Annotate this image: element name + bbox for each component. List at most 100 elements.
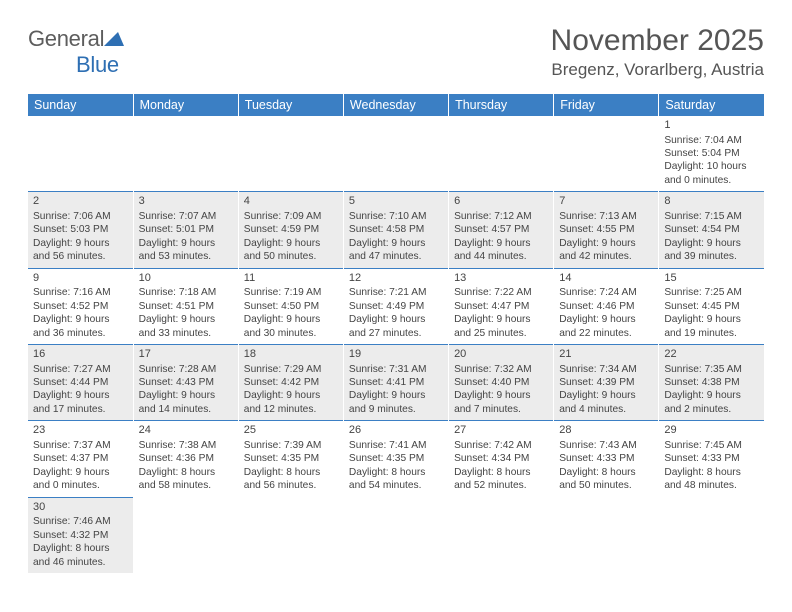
cell-detail-line: Sunrise: 7:16 AM xyxy=(33,286,128,299)
calendar-cell xyxy=(449,116,554,192)
cell-detail-line: Daylight: 8 hours xyxy=(559,466,653,479)
cell-detail-line: Sunrise: 7:38 AM xyxy=(139,439,233,452)
day-number: 26 xyxy=(349,423,443,438)
calendar-cell: 3Sunrise: 7:07 AMSunset: 5:01 PMDaylight… xyxy=(133,192,238,268)
cell-detail-line: Sunset: 4:54 PM xyxy=(664,223,759,236)
calendar-cell xyxy=(238,116,343,192)
cell-detail-line: Sunset: 4:40 PM xyxy=(454,376,548,389)
cell-detail-line: Sunrise: 7:39 AM xyxy=(244,439,338,452)
calendar-cell: 19Sunrise: 7:31 AMSunset: 4:41 PMDayligh… xyxy=(343,344,448,420)
cell-detail-line: and 44 minutes. xyxy=(454,250,548,263)
day-number: 20 xyxy=(454,347,548,362)
cell-detail-line: Sunrise: 7:06 AM xyxy=(33,210,128,223)
calendar-cell xyxy=(343,116,448,192)
cell-detail-line: and 39 minutes. xyxy=(664,250,759,263)
cell-detail-line: Daylight: 9 hours xyxy=(349,389,443,402)
cell-detail-line: Sunrise: 7:35 AM xyxy=(664,363,759,376)
cell-detail-line: Daylight: 8 hours xyxy=(664,466,759,479)
calendar-cell: 1Sunrise: 7:04 AMSunset: 5:04 PMDaylight… xyxy=(659,116,764,192)
location: Bregenz, Vorarlberg, Austria xyxy=(551,60,764,80)
cell-detail-line: Sunset: 4:44 PM xyxy=(33,376,128,389)
cell-detail-line: Sunset: 4:49 PM xyxy=(349,300,443,313)
calendar-cell: 25Sunrise: 7:39 AMSunset: 4:35 PMDayligh… xyxy=(238,421,343,497)
cell-detail-line: Sunset: 4:37 PM xyxy=(33,452,128,465)
cell-detail-line: and 50 minutes. xyxy=(244,250,338,263)
day-number: 6 xyxy=(454,194,548,209)
day-number: 11 xyxy=(244,271,338,286)
cell-detail-line: Daylight: 9 hours xyxy=(559,313,653,326)
cell-detail-line: Daylight: 8 hours xyxy=(454,466,548,479)
calendar-cell: 18Sunrise: 7:29 AMSunset: 4:42 PMDayligh… xyxy=(238,344,343,420)
cell-detail-line: and 4 minutes. xyxy=(559,403,653,416)
calendar-cell xyxy=(449,497,554,573)
title-block: November 2025 Bregenz, Vorarlberg, Austr… xyxy=(551,24,764,80)
calendar-cell xyxy=(554,116,659,192)
cell-detail-line: and 14 minutes. xyxy=(139,403,233,416)
cell-detail-line: Sunrise: 7:13 AM xyxy=(559,210,653,223)
page-header: General Blue November 2025 Bregenz, Vora… xyxy=(28,24,764,80)
cell-detail-line: Sunset: 4:58 PM xyxy=(349,223,443,236)
calendar-cell: 20Sunrise: 7:32 AMSunset: 4:40 PMDayligh… xyxy=(449,344,554,420)
cell-detail-line: Daylight: 9 hours xyxy=(139,237,233,250)
cell-detail-line: Sunrise: 7:41 AM xyxy=(349,439,443,452)
calendar-week-row: 2Sunrise: 7:06 AMSunset: 5:03 PMDaylight… xyxy=(28,192,764,268)
calendar-week-row: 16Sunrise: 7:27 AMSunset: 4:44 PMDayligh… xyxy=(28,344,764,420)
cell-detail-line: Sunset: 4:35 PM xyxy=(349,452,443,465)
cell-detail-line: Sunrise: 7:29 AM xyxy=(244,363,338,376)
cell-detail-line: Sunset: 4:42 PM xyxy=(244,376,338,389)
cell-detail-line: Sunset: 4:45 PM xyxy=(664,300,759,313)
day-number: 25 xyxy=(244,423,338,438)
day-number: 14 xyxy=(559,271,653,286)
day-number: 28 xyxy=(559,423,653,438)
cell-detail-line: and 52 minutes. xyxy=(454,479,548,492)
logo-text: General Blue xyxy=(28,26,124,78)
cell-detail-line: Daylight: 9 hours xyxy=(33,389,128,402)
calendar-week-row: 30Sunrise: 7:46 AMSunset: 4:32 PMDayligh… xyxy=(28,497,764,573)
day-number: 16 xyxy=(33,347,128,362)
calendar-header-row: SundayMondayTuesdayWednesdayThursdayFrid… xyxy=(28,94,764,116)
cell-detail-line: Daylight: 9 hours xyxy=(33,313,128,326)
day-number: 24 xyxy=(139,423,233,438)
cell-detail-line: Sunrise: 7:10 AM xyxy=(349,210,443,223)
cell-detail-line: Sunrise: 7:25 AM xyxy=(664,286,759,299)
cell-detail-line: Sunset: 4:36 PM xyxy=(139,452,233,465)
day-number: 8 xyxy=(664,194,759,209)
calendar-week-row: 23Sunrise: 7:37 AMSunset: 4:37 PMDayligh… xyxy=(28,421,764,497)
day-number: 10 xyxy=(139,271,233,286)
cell-detail-line: Sunset: 4:50 PM xyxy=(244,300,338,313)
day-number: 21 xyxy=(559,347,653,362)
cell-detail-line: and 0 minutes. xyxy=(33,479,128,492)
cell-detail-line: Sunrise: 7:07 AM xyxy=(139,210,233,223)
cell-detail-line: Sunset: 4:32 PM xyxy=(33,529,128,542)
cell-detail-line: Daylight: 8 hours xyxy=(244,466,338,479)
day-number: 5 xyxy=(349,194,443,209)
cell-detail-line: Daylight: 9 hours xyxy=(454,237,548,250)
cell-detail-line: and 30 minutes. xyxy=(244,327,338,340)
calendar-cell: 16Sunrise: 7:27 AMSunset: 4:44 PMDayligh… xyxy=(28,344,133,420)
cell-detail-line: Sunrise: 7:46 AM xyxy=(33,515,128,528)
cell-detail-line: Daylight: 9 hours xyxy=(559,237,653,250)
cell-detail-line: Sunset: 4:34 PM xyxy=(454,452,548,465)
calendar-week-row: 1Sunrise: 7:04 AMSunset: 5:04 PMDaylight… xyxy=(28,116,764,192)
calendar-cell xyxy=(343,497,448,573)
calendar-cell: 28Sunrise: 7:43 AMSunset: 4:33 PMDayligh… xyxy=(554,421,659,497)
cell-detail-line: Sunset: 4:52 PM xyxy=(33,300,128,313)
calendar-cell: 23Sunrise: 7:37 AMSunset: 4:37 PMDayligh… xyxy=(28,421,133,497)
calendar-cell: 26Sunrise: 7:41 AMSunset: 4:35 PMDayligh… xyxy=(343,421,448,497)
cell-detail-line: and 12 minutes. xyxy=(244,403,338,416)
cell-detail-line: Sunrise: 7:31 AM xyxy=(349,363,443,376)
cell-detail-line: Daylight: 9 hours xyxy=(244,237,338,250)
day-header: Saturday xyxy=(659,94,764,116)
day-header: Friday xyxy=(554,94,659,116)
calendar-cell: 10Sunrise: 7:18 AMSunset: 4:51 PMDayligh… xyxy=(133,268,238,344)
cell-detail-line: Sunrise: 7:24 AM xyxy=(559,286,653,299)
cell-detail-line: Sunset: 5:03 PM xyxy=(33,223,128,236)
cell-detail-line: Daylight: 9 hours xyxy=(559,389,653,402)
calendar-cell: 8Sunrise: 7:15 AMSunset: 4:54 PMDaylight… xyxy=(659,192,764,268)
calendar-cell: 4Sunrise: 7:09 AMSunset: 4:59 PMDaylight… xyxy=(238,192,343,268)
logo-shape-icon xyxy=(104,26,124,52)
day-header: Monday xyxy=(133,94,238,116)
day-number: 19 xyxy=(349,347,443,362)
calendar-cell: 12Sunrise: 7:21 AMSunset: 4:49 PMDayligh… xyxy=(343,268,448,344)
day-header: Tuesday xyxy=(238,94,343,116)
